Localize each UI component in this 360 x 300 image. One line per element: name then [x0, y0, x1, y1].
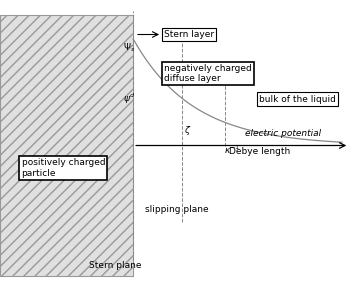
Text: $\Psi_s$: $\Psi_s$: [123, 42, 135, 54]
Text: Stern plane: Stern plane: [89, 261, 141, 270]
Bar: [0, 15, 133, 276]
Text: positively charged
particle: positively charged particle: [22, 158, 105, 178]
Text: slipping plane: slipping plane: [145, 206, 208, 214]
Text: $\psi^d$: $\psi^d$: [122, 92, 135, 106]
Text: bulk of the liquid: bulk of the liquid: [259, 94, 336, 103]
Text: Stern layer: Stern layer: [164, 30, 214, 39]
Text: $\kappa^{-1}$: $\kappa^{-1}$: [224, 144, 240, 156]
Text: $\zeta$: $\zeta$: [184, 124, 192, 137]
Text: electric potential: electric potential: [245, 129, 321, 138]
Text: negatively charged
diffuse layer: negatively charged diffuse layer: [164, 64, 252, 83]
Text: Debye length: Debye length: [229, 147, 290, 156]
